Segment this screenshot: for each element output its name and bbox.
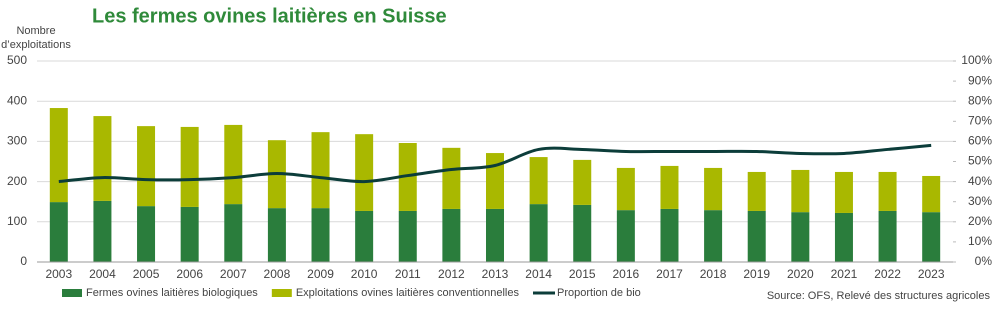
- x-tick-label: 2021: [831, 267, 858, 281]
- x-tick-label: 2010: [351, 267, 378, 281]
- bar: [704, 210, 723, 262]
- y-tick-label: 100: [7, 214, 27, 228]
- x-tick-label: 2006: [176, 267, 203, 281]
- y-axis-label: Nombre: [16, 25, 55, 37]
- x-tick-label: 2008: [264, 267, 291, 281]
- bar: [878, 210, 897, 262]
- bar: [834, 212, 853, 262]
- bar: [267, 208, 286, 262]
- y2-tick-label: 90%: [968, 73, 992, 87]
- bar: [180, 126, 199, 207]
- x-tick-label: 2004: [89, 267, 116, 281]
- line: [58, 143, 932, 184]
- x-tick-label: 2007: [220, 267, 247, 281]
- x-tick-label: 2016: [613, 267, 640, 281]
- x-tick-label: 2003: [45, 267, 72, 281]
- bar: [486, 208, 504, 262]
- bar: [747, 210, 766, 262]
- bar: [311, 208, 330, 262]
- y-tick-label: 500: [7, 53, 27, 67]
- x-tick-label: 2022: [874, 267, 901, 281]
- x-tick-label: 2015: [569, 267, 596, 281]
- x-tick-label: 2017: [656, 267, 683, 281]
- bar: [355, 210, 374, 262]
- y2-tick-label: 10%: [968, 234, 992, 248]
- bar: [704, 167, 723, 211]
- bar: [224, 204, 243, 262]
- y2-tick-label: 0%: [975, 254, 993, 268]
- y2-tick-label: 40%: [968, 174, 992, 188]
- bar: [573, 159, 592, 205]
- x-tick-label: 2013: [482, 267, 509, 281]
- y2-tick-label: 20%: [968, 214, 992, 228]
- x-tick-label: 2020: [787, 267, 814, 281]
- bar: [442, 208, 461, 262]
- bar: [49, 202, 68, 262]
- bar: [180, 206, 199, 262]
- y2-tick-label: 60%: [968, 134, 992, 148]
- bar: [660, 165, 679, 209]
- bar: [137, 206, 156, 262]
- bar: [791, 169, 810, 213]
- y-tick-label: 300: [7, 134, 27, 148]
- source: Source: OFS, Relevé des structures agric…: [767, 290, 991, 302]
- x-tick-label: 2023: [918, 267, 945, 281]
- bar: [529, 157, 548, 205]
- bar: [137, 126, 156, 207]
- bar: [224, 124, 243, 205]
- y-tick-label: 0: [20, 254, 27, 268]
- x-tick-label: 2005: [133, 267, 160, 281]
- x-tick-label: 2014: [525, 267, 552, 281]
- x-tick-label: 2011: [395, 267, 421, 281]
- bar: [442, 147, 461, 209]
- bar: [573, 204, 592, 262]
- bar: [791, 212, 810, 262]
- legend-label: Exploitations ovines laitières conventio…: [296, 287, 520, 299]
- bar: [747, 171, 766, 211]
- bar: [922, 212, 941, 262]
- bar: [834, 171, 853, 213]
- bar: [922, 175, 941, 213]
- legend-label: Fermes ovines laitières biologiques: [86, 287, 258, 299]
- y-tick-label: 200: [7, 174, 27, 188]
- y2-tick-label: 50%: [968, 154, 992, 168]
- y2-tick-label: 30%: [968, 194, 992, 208]
- bar: [616, 210, 635, 262]
- y2-tick-label: 80%: [968, 93, 992, 107]
- legend-label: Proportion de bio: [557, 287, 641, 299]
- bar: [93, 116, 112, 201]
- bar: [878, 171, 897, 211]
- bar: [93, 200, 112, 262]
- bar: [398, 210, 417, 262]
- x-tick-label: 2009: [307, 267, 334, 281]
- bar: [355, 134, 374, 211]
- y2-tick-label: 100%: [961, 53, 992, 67]
- bar: [486, 153, 504, 209]
- y2-tick-label: 70%: [968, 113, 992, 127]
- bar: [660, 208, 679, 262]
- x-tick-label: 2019: [743, 267, 770, 281]
- legend-swatch: [271, 289, 292, 297]
- y-tick-label: 400: [7, 93, 27, 107]
- bar: [49, 108, 68, 203]
- legend-swatch: [62, 289, 82, 297]
- chart-title: Les fermes ovines laitières en Suisse: [92, 5, 447, 27]
- x-tick-label: 2012: [438, 267, 465, 281]
- bar: [616, 167, 635, 211]
- x-tick-label: 2018: [700, 267, 727, 281]
- bar: [311, 132, 330, 209]
- bar: [529, 204, 548, 262]
- y-axis-label: d’exploitations: [1, 39, 71, 51]
